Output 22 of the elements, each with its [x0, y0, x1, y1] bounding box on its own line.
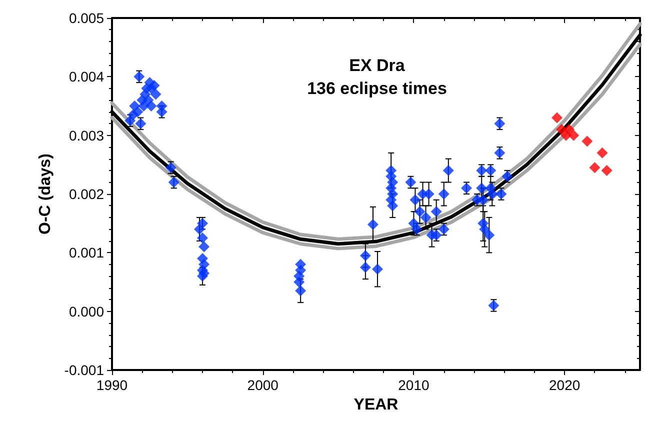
y-tick-label: 0.004 [68, 68, 104, 85]
point [582, 136, 593, 147]
y-tick-label: 0.005 [68, 10, 104, 26]
x-tick-label: 2020 [548, 377, 580, 393]
y-tick-label: 0.002 [68, 186, 104, 202]
x-tick-label: 2000 [247, 377, 279, 393]
y-tick-label: 0.003 [68, 127, 104, 144]
point [552, 112, 563, 124]
x-tick-label: 1990 [96, 377, 128, 393]
y-axis-title: O-C (days) [36, 154, 54, 234]
y-tick-label: 0.001 [68, 244, 104, 261]
x-tick-label: 2010 [398, 377, 430, 393]
point [564, 124, 575, 135]
text: 136 eclipse times [307, 79, 447, 98]
y-tick-label: -0.001 [64, 362, 104, 378]
point [589, 162, 600, 174]
y-tick-label: 0.000 [68, 303, 104, 320]
point [568, 130, 580, 141]
text: EX Dra [349, 56, 406, 75]
x-axis-title: YEAR [354, 396, 399, 414]
point [601, 165, 612, 176]
point [596, 147, 608, 158]
